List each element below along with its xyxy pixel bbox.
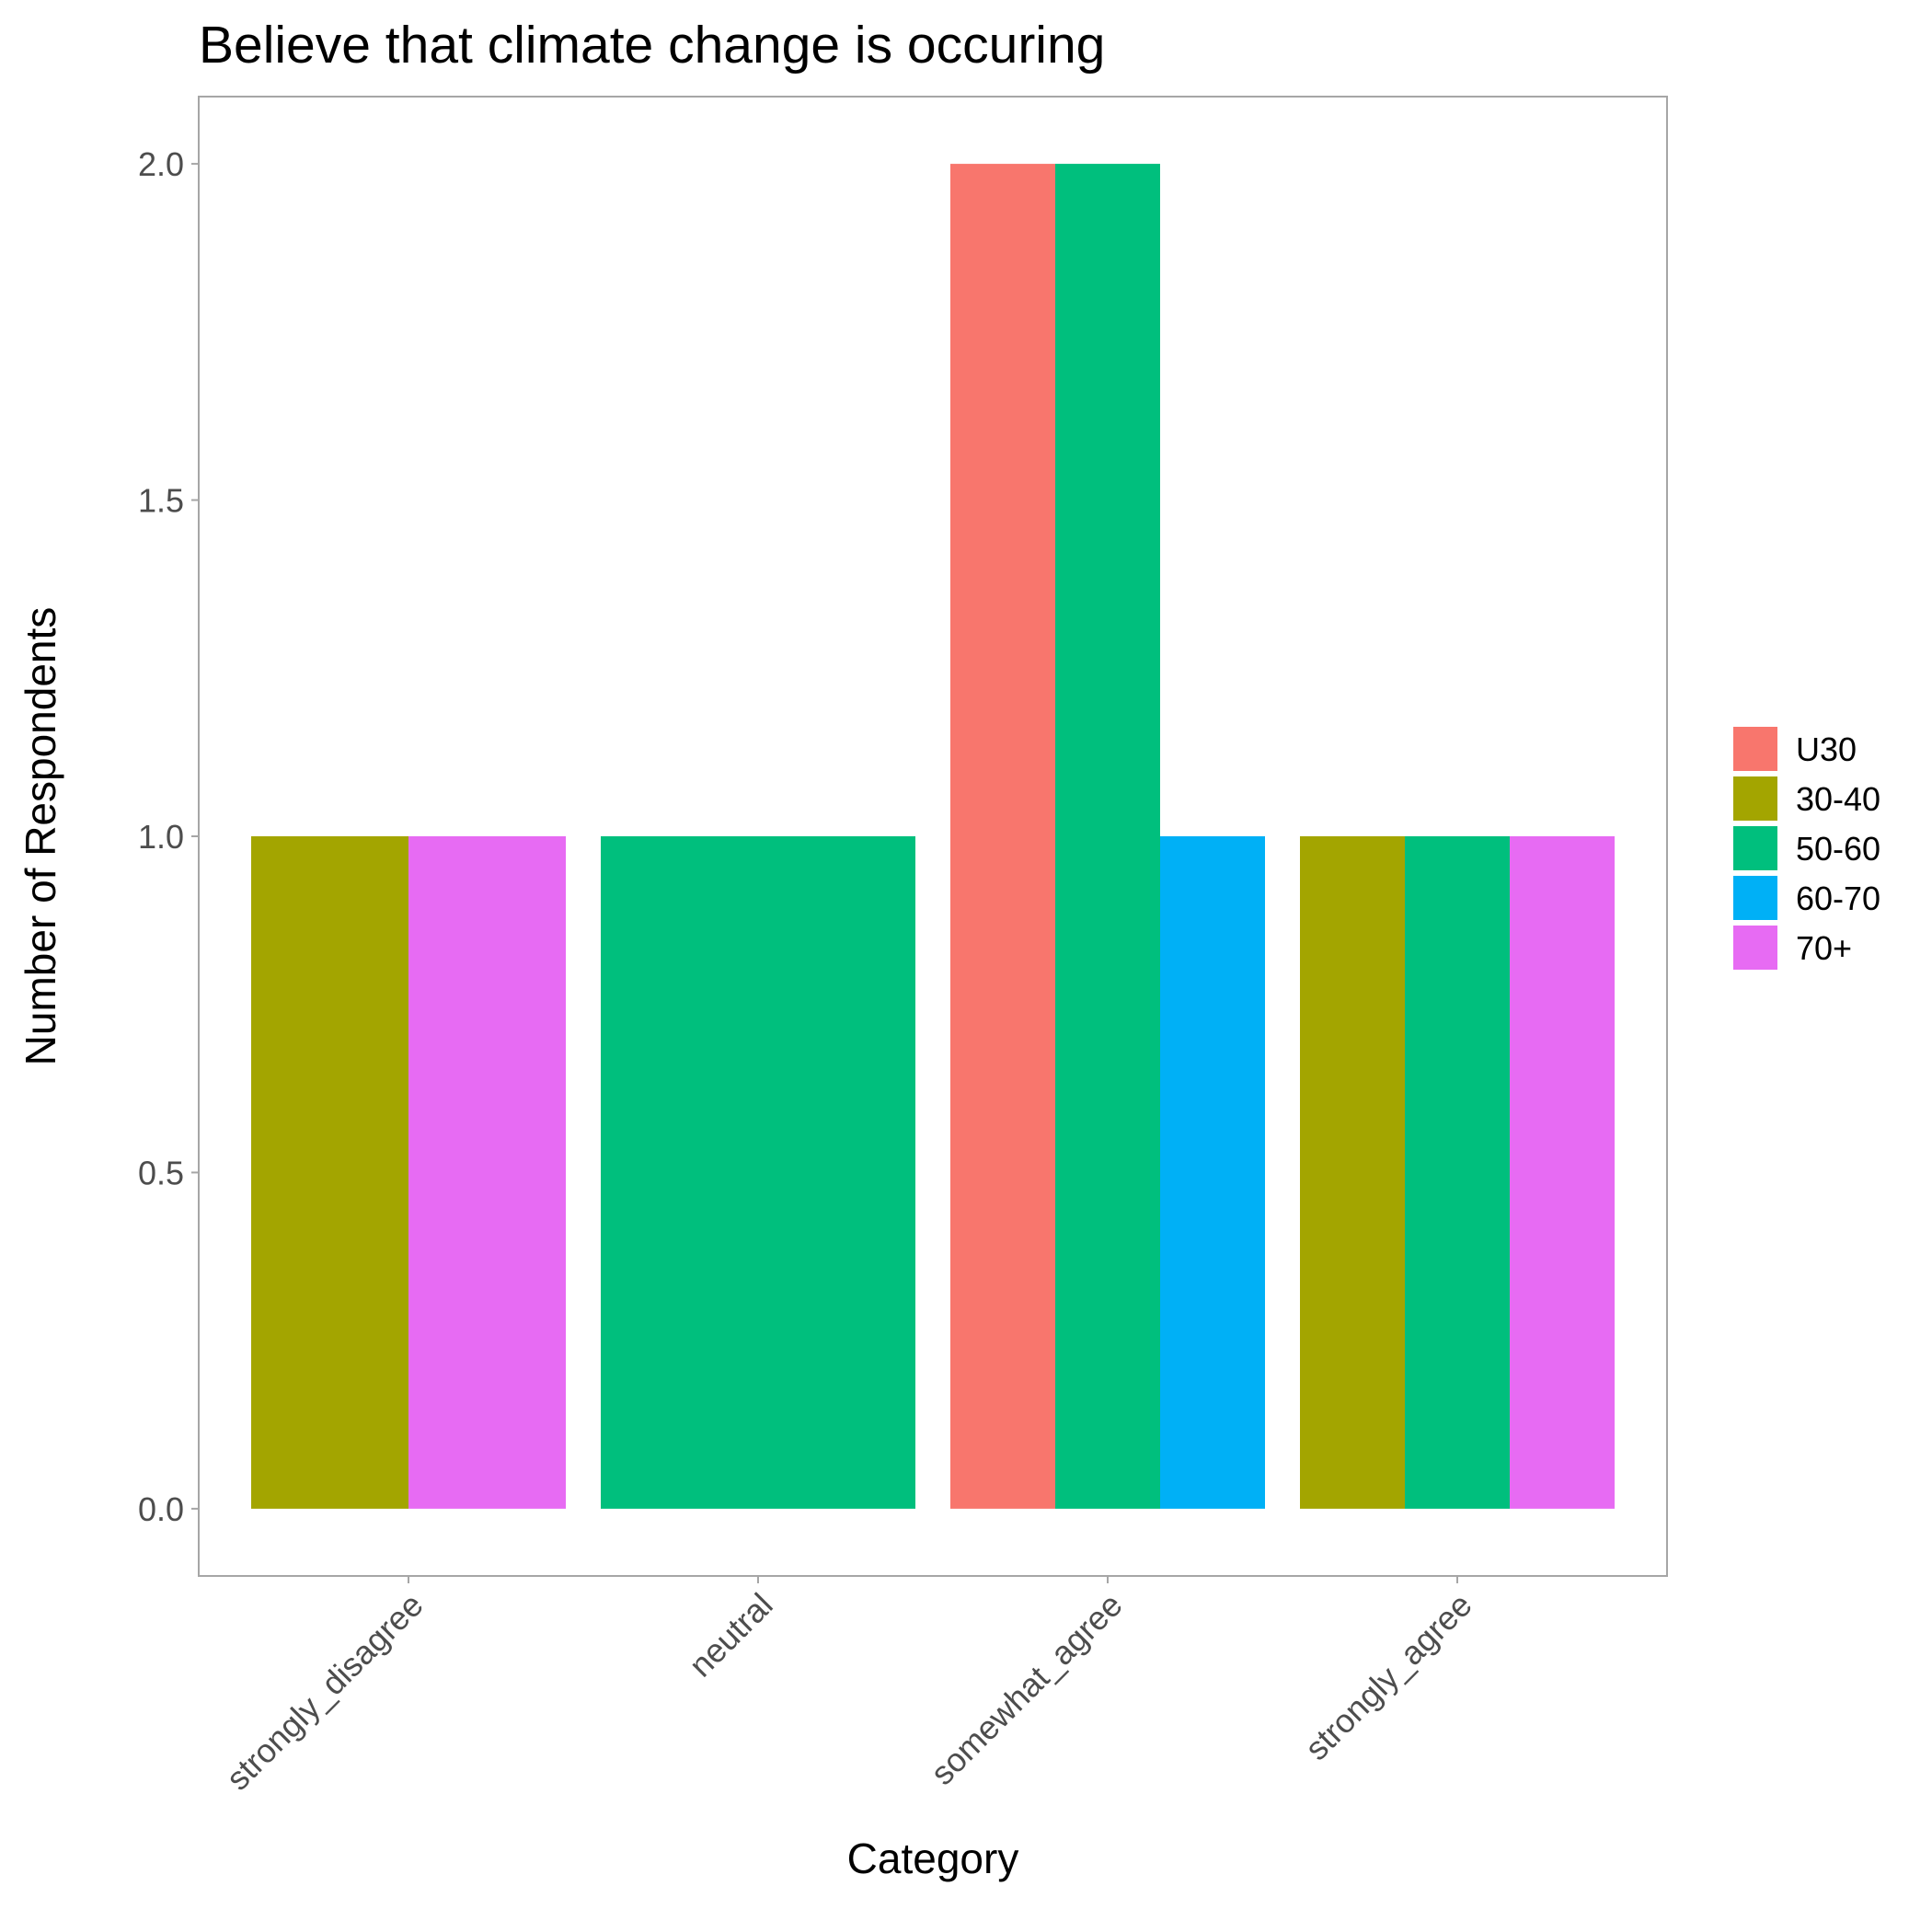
bar-strongly-disagree-70plus — [408, 836, 566, 1509]
x-axis-title: Category — [847, 1834, 1019, 1882]
bar-strongly-agree-30-40 — [1300, 836, 1405, 1509]
bar-somewhat-agree-50-60 — [1055, 164, 1160, 1509]
legend-label: 60-70 — [1796, 880, 1880, 917]
legend-label: 50-60 — [1796, 830, 1880, 868]
legend-key — [1733, 826, 1777, 870]
bar-somewhat-agree-u30 — [950, 164, 1055, 1509]
bar-strongly-agree-70plus — [1510, 836, 1615, 1509]
y-tick-label: 1.0 — [138, 818, 184, 856]
y-tick-label: 2.0 — [138, 145, 184, 183]
y-axis: 0.0 0.5 1.0 1.5 2.0 — [138, 145, 199, 1528]
bar-neutral-50-60 — [601, 836, 915, 1509]
legend-key — [1733, 926, 1777, 970]
legend-label: 30-40 — [1796, 780, 1880, 818]
y-tick-label: 1.5 — [138, 482, 184, 520]
legend-label: 70+ — [1796, 929, 1852, 967]
bar-strongly-agree-50-60 — [1405, 836, 1510, 1509]
x-tick-label: neutral — [682, 1586, 780, 1685]
legend: U30 30-40 50-60 60-70 70+ — [1733, 727, 1880, 970]
chart-title: Believe that climate change is occuring — [199, 16, 1105, 75]
legend-label: U30 — [1796, 730, 1857, 768]
legend-key — [1733, 727, 1777, 771]
y-tick-label: 0.0 — [138, 1490, 184, 1528]
bar-strongly-disagree-30-40 — [251, 836, 408, 1509]
legend-key — [1733, 776, 1777, 821]
x-axis: strongly_disagree neutral somewhat_agree st… — [219, 1576, 1479, 1798]
x-tick-label: somewhat_agree — [923, 1586, 1129, 1792]
bars-group — [251, 164, 1615, 1509]
x-tick-label: strongly_disagree — [219, 1586, 431, 1798]
legend-key — [1733, 876, 1777, 920]
y-axis-title: Number of Respondents — [17, 607, 64, 1066]
x-tick-label: strongly_agree — [1297, 1586, 1478, 1767]
y-tick-label: 0.5 — [138, 1154, 184, 1191]
bar-somewhat-agree-60-70 — [1160, 836, 1265, 1509]
